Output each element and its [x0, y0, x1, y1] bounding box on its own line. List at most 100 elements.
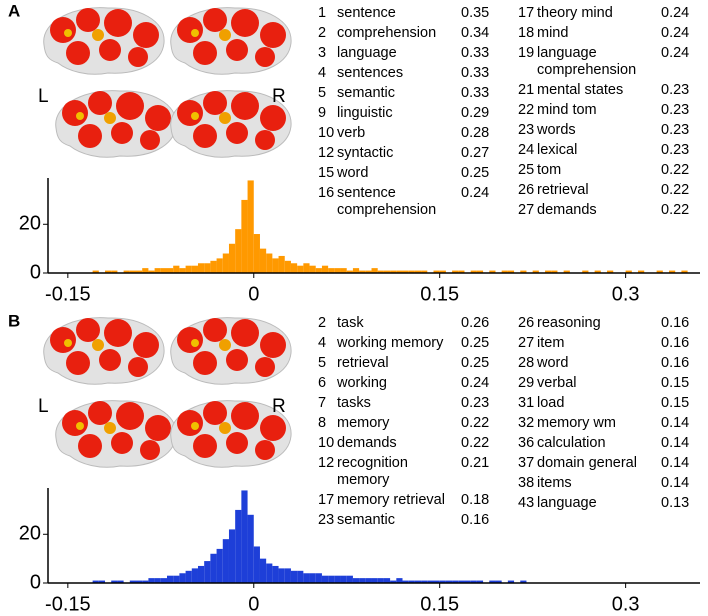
histogram-bar	[185, 265, 192, 273]
term-row: 18 mind 0.24	[518, 25, 701, 42]
term-row: 37 domain general 0.14	[518, 455, 701, 472]
histogram-bar	[309, 573, 316, 583]
histogram-bar	[340, 268, 347, 273]
x-tick-label: -0.15	[45, 593, 91, 615]
histogram-bar	[371, 268, 378, 273]
term-row: 8 memory 0.22	[318, 415, 501, 432]
histogram-bar	[334, 268, 341, 273]
term-name: tasks	[337, 395, 371, 411]
term-value: 0.29	[461, 105, 490, 121]
term-row: 24 lexical 0.23	[518, 142, 701, 159]
term-value: 0.23	[461, 395, 490, 411]
term-rank: 17	[518, 5, 535, 21]
histogram-bar	[228, 529, 236, 583]
histogram-bar	[582, 270, 589, 273]
histogram-bar	[309, 265, 316, 273]
histogram-bar	[284, 260, 291, 273]
hemisphere-label: L	[38, 86, 49, 107]
histogram-bar	[638, 270, 645, 273]
term-name: demands	[337, 435, 397, 451]
histogram-bar	[160, 578, 167, 583]
histogram-bar	[241, 490, 248, 583]
histogram-bar	[551, 270, 558, 273]
brain-left-medial	[55, 400, 177, 468]
histogram-bar	[402, 270, 409, 273]
term-rank: 3	[318, 45, 327, 61]
term-name: working	[337, 375, 387, 391]
histogram-bar	[396, 578, 403, 583]
histogram-bar	[111, 270, 118, 273]
term-name: language	[337, 45, 397, 61]
histogram-bar	[489, 270, 496, 273]
histogram-bar	[204, 561, 211, 583]
histogram-bar	[154, 268, 161, 273]
histogram-bar	[129, 580, 137, 583]
histogram-bar	[352, 268, 360, 273]
histogram-bar	[222, 253, 229, 273]
histogram-bar	[464, 580, 471, 583]
histogram-bar	[315, 573, 322, 583]
term-column: 2 task 0.26 4 working memory 0.25 5 retrieval 0.…	[318, 315, 501, 532]
histogram-bar	[303, 573, 310, 583]
term-value: 0.16	[661, 315, 690, 331]
term-row: 23 semantic 0.16	[318, 512, 501, 529]
histogram-bar	[259, 558, 267, 583]
term-name: theory mind	[537, 5, 613, 21]
histogram-bar	[427, 580, 434, 583]
term-row: 10 demands 0.22	[318, 435, 501, 452]
term-name: memory wm	[537, 415, 616, 431]
term-row: 38 items 0.14	[518, 475, 701, 492]
term-rank: 9	[318, 105, 327, 121]
term-row: 28 word 0.16	[518, 355, 701, 372]
x-tick-label: 0.15	[420, 593, 459, 615]
histogram-bar	[173, 575, 180, 583]
hemisphere-label: R	[272, 86, 286, 107]
term-name: calculation	[537, 435, 606, 451]
term-value: 0.24	[461, 375, 490, 391]
histogram-bar	[228, 243, 236, 273]
term-value: 0.23	[661, 122, 690, 138]
histogram-bar	[439, 270, 446, 273]
term-row: 6 working 0.24	[318, 375, 501, 392]
histogram-bar	[136, 580, 143, 583]
histogram-bar	[340, 575, 347, 583]
histogram-bar	[210, 553, 217, 583]
histogram-bar	[278, 568, 285, 583]
histogram-bar	[365, 578, 372, 583]
histogram-bar	[284, 568, 291, 583]
histogram-bar	[160, 268, 167, 273]
histogram-bar	[390, 580, 397, 583]
histogram-bar	[408, 270, 415, 273]
term-name: domain general	[537, 455, 637, 471]
histogram-bar	[377, 578, 384, 583]
term-row: 4 sentences 0.33	[318, 65, 501, 82]
term-name: reasoning	[537, 315, 601, 331]
histogram-bar	[117, 580, 124, 583]
term-rank: 12	[318, 455, 335, 471]
brain-left-lateral	[43, 7, 165, 75]
y-tick-label: 0	[30, 571, 41, 593]
term-row: 17 memory retrieval 0.18	[318, 492, 501, 509]
histogram-bar	[495, 580, 502, 583]
histogram-bar	[445, 580, 453, 583]
histogram-bar	[266, 253, 273, 273]
x-tick-label: 0.3	[612, 283, 640, 305]
term-row: 2 comprehension 0.34	[318, 25, 501, 42]
histogram-bar	[222, 539, 229, 583]
histogram-bar	[489, 580, 496, 583]
histogram-bar	[166, 575, 174, 583]
histogram-bar	[297, 570, 304, 583]
term-row: 17 theory mind 0.24	[518, 5, 701, 22]
term-row: 29 verbal 0.15	[518, 375, 701, 392]
histogram-bar	[123, 270, 130, 273]
term-row: 5 semantic 0.33	[318, 85, 501, 102]
term-name: verb	[337, 125, 366, 141]
term-name: sentences	[337, 65, 404, 81]
term-name: sentence comprehension	[337, 185, 437, 218]
term-rank: 26	[518, 182, 535, 198]
y-tick-label: 20	[19, 213, 41, 235]
histogram-bar	[396, 270, 403, 273]
term-rank: 18	[518, 25, 535, 41]
histogram-bar	[346, 575, 353, 583]
histogram-bar	[321, 575, 329, 583]
